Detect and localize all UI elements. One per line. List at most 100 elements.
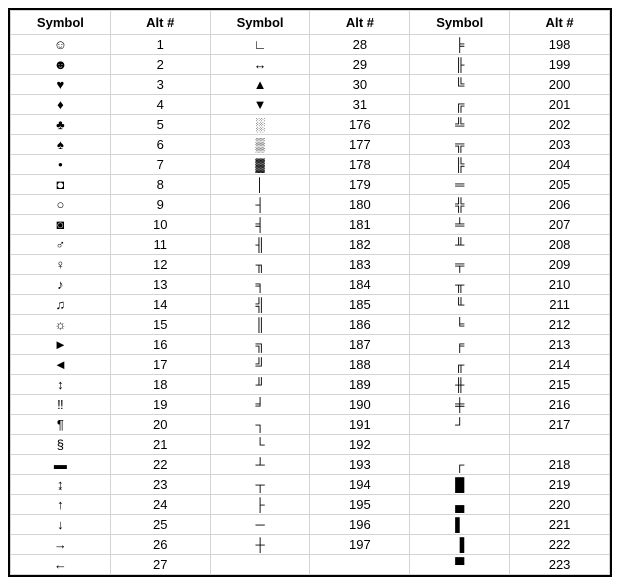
symbol-cell: ╔: [410, 95, 510, 115]
alt-cell: 195: [310, 495, 410, 515]
table-row: ♣5░176╩202: [11, 115, 610, 135]
alt-cell: 27: [110, 555, 210, 575]
symbol-cell: →: [11, 535, 111, 555]
symbol-cell: ▼: [210, 95, 310, 115]
alt-cell: 188: [310, 355, 410, 375]
alt-cell: 222: [510, 535, 610, 555]
symbol-cell: [410, 435, 510, 455]
symbol-cell: ┴: [210, 455, 310, 475]
table-row: ↨23┬194█219: [11, 475, 610, 495]
symbol-cell: ╢: [210, 235, 310, 255]
alt-cell: 214: [510, 355, 610, 375]
symbol-cell: ╖: [210, 255, 310, 275]
table-row: ↑24├195▄220: [11, 495, 610, 515]
alt-cell: 2: [110, 55, 210, 75]
alt-cell: 221: [510, 515, 610, 535]
header-alt-2: Alt #: [310, 11, 410, 35]
alt-cell: 22: [110, 455, 210, 475]
symbol-cell: ♣: [11, 115, 111, 135]
symbol-cell: ─: [210, 515, 310, 535]
symbol-cell: ‼: [11, 395, 111, 415]
header-symbol-3: Symbol: [410, 11, 510, 35]
alt-cell: 11: [110, 235, 210, 255]
alt-cell: 28: [310, 35, 410, 55]
alt-cell: 187: [310, 335, 410, 355]
alt-cell: 24: [110, 495, 210, 515]
symbol-cell: ┬: [210, 475, 310, 495]
symbol-cell: ╒: [410, 335, 510, 355]
table-row: ↕18╜189╫215: [11, 375, 610, 395]
table-row: ‼19╛190╪216: [11, 395, 610, 415]
alt-cell: 5: [110, 115, 210, 135]
alt-cell: 216: [510, 395, 610, 415]
symbol-cell: ←: [11, 555, 111, 575]
symbol-cell: ╨: [410, 235, 510, 255]
symbol-cell: ♪: [11, 275, 111, 295]
symbol-cell: ║: [210, 315, 310, 335]
table-row: →26┼197▐222: [11, 535, 610, 555]
alt-cell: [510, 435, 610, 455]
symbol-cell: ☼: [11, 315, 111, 335]
symbol-cell: ╕: [210, 275, 310, 295]
table-row: ♠6▒177╦203: [11, 135, 610, 155]
symbol-cell: ├: [210, 495, 310, 515]
alt-cell: 215: [510, 375, 610, 395]
table-row: ←27▀223: [11, 555, 610, 575]
alt-cell: 3: [110, 75, 210, 95]
symbol-cell: ╝: [210, 355, 310, 375]
symbol-cell: ╛: [210, 395, 310, 415]
alt-cell: 23: [110, 475, 210, 495]
symbol-cell: ╓: [410, 355, 510, 375]
symbol-cell: §: [11, 435, 111, 455]
symbol-cell: ╬: [410, 195, 510, 215]
symbol-cell: ↕: [11, 375, 111, 395]
alt-cell: 220: [510, 495, 610, 515]
alt-cell: 218: [510, 455, 610, 475]
alt-cell: 194: [310, 475, 410, 495]
alt-cell: 7: [110, 155, 210, 175]
alt-cell: 21: [110, 435, 210, 455]
alt-cell: 20: [110, 415, 210, 435]
symbol-cell: [210, 555, 310, 575]
table-row: ♫14╣185╙211: [11, 295, 610, 315]
alt-cell: 223: [510, 555, 610, 575]
header-alt-3: Alt #: [510, 11, 610, 35]
table-row: §21└192: [11, 435, 610, 455]
table-row: ♦4▼31╔201: [11, 95, 610, 115]
alt-cell: 176: [310, 115, 410, 135]
symbol-cell: ╩: [410, 115, 510, 135]
symbol-cell: ╧: [410, 215, 510, 235]
symbol-cell: █: [410, 475, 510, 495]
symbol-cell: ┼: [210, 535, 310, 555]
symbol-cell: ↔: [210, 55, 310, 75]
alt-cell: 13: [110, 275, 210, 295]
alt-cell: 206: [510, 195, 610, 215]
table-row: ☼15║186╘212: [11, 315, 610, 335]
header-symbol-2: Symbol: [210, 11, 310, 35]
alt-cell: 30: [310, 75, 410, 95]
alt-cell: 177: [310, 135, 410, 155]
symbol-cell: ┐: [210, 415, 310, 435]
alt-cell: 16: [110, 335, 210, 355]
alt-cell: 199: [510, 55, 610, 75]
alt-cell: 31: [310, 95, 410, 115]
alt-cell: 8: [110, 175, 210, 195]
alt-cell: 10: [110, 215, 210, 235]
symbol-cell: │: [210, 175, 310, 195]
alt-cell: 185: [310, 295, 410, 315]
alt-cell: [310, 555, 410, 575]
alt-cell: 26: [110, 535, 210, 555]
symbol-cell: ♫: [11, 295, 111, 315]
symbol-cell: ╘: [410, 315, 510, 335]
table-row: ▬22┴193┌218: [11, 455, 610, 475]
alt-cell: 15: [110, 315, 210, 335]
alt-cell: 18: [110, 375, 210, 395]
symbol-cell: ╠: [410, 155, 510, 175]
symbol-cell: ↓: [11, 515, 111, 535]
table-row: ♪13╕184╥210: [11, 275, 610, 295]
alt-cell: 183: [310, 255, 410, 275]
symbol-cell: ╞: [410, 35, 510, 55]
alt-cell: 182: [310, 235, 410, 255]
alt-cell: 200: [510, 75, 610, 95]
symbol-cell: ▬: [11, 455, 111, 475]
